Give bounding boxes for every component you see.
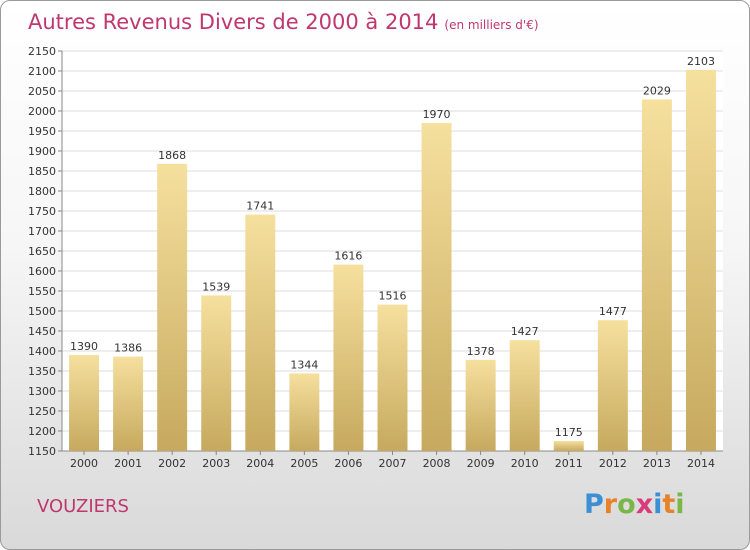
x-tick-label: 2000 [70, 457, 98, 470]
logo-letter: P [584, 489, 604, 520]
bar-2013 [641, 99, 672, 452]
data-label-2003: 1539 [202, 280, 230, 293]
bar-2002 [157, 163, 188, 452]
x-tick-label: 2010 [511, 457, 539, 470]
logo-letter: t [662, 489, 676, 520]
bar-2006 [333, 264, 364, 451]
bar-2004 [245, 214, 276, 451]
x-tick-label: 2002 [158, 457, 186, 470]
bar-2000 [69, 355, 100, 451]
x-tick-label: 2014 [687, 457, 715, 470]
data-label-2013: 2029 [643, 84, 671, 97]
bar-2009 [465, 359, 496, 451]
y-tick-label: 2150 [28, 45, 56, 58]
y-tick-label: 1300 [28, 385, 56, 398]
y-tick-label: 1800 [28, 185, 56, 198]
x-tick-label: 2012 [599, 457, 627, 470]
y-tick-label: 1400 [28, 345, 56, 358]
y-tick-label: 1850 [28, 165, 56, 178]
bar-2003 [201, 295, 232, 451]
x-tick-label: 2013 [643, 457, 671, 470]
bar-2001 [113, 356, 144, 451]
y-tick-label: 1750 [28, 205, 56, 218]
data-label-2006: 1616 [334, 250, 362, 263]
bars [69, 69, 716, 452]
y-tick-label: 1900 [28, 145, 56, 158]
y-tick-label: 1200 [28, 425, 56, 438]
x-tick-label: 2011 [555, 457, 583, 470]
title-text: Autres Revenus Divers de 2000 à 2014 [28, 10, 439, 34]
y-tick-label: 1600 [28, 265, 56, 278]
data-label-2012: 1477 [599, 305, 627, 318]
y-tick-label: 1250 [28, 405, 56, 418]
y-tick-label: 2000 [28, 105, 56, 118]
y-tick-label: 1500 [28, 305, 56, 318]
bar-2005 [289, 373, 320, 451]
y-tick-label: 1450 [28, 325, 56, 338]
proxiti-logo[interactable]: Proxiti [584, 489, 685, 520]
bar-2014 [685, 69, 716, 452]
x-tick-label: 2005 [290, 457, 318, 470]
data-label-2001: 1386 [114, 342, 142, 355]
y-tick-label: 2050 [28, 85, 56, 98]
y-tick-label: 1950 [28, 125, 56, 138]
title-unit: (en milliers d'€) [444, 18, 539, 32]
bar-2008 [421, 123, 452, 451]
data-label-2004: 1741 [246, 200, 274, 213]
y-tick-label: 1700 [28, 225, 56, 238]
bar-2011 [553, 441, 584, 451]
logo-letter: i [675, 489, 685, 520]
logo-letter: o [617, 489, 636, 520]
bar-2007 [377, 304, 408, 451]
data-label-2000: 1390 [70, 340, 98, 353]
logo-letter: i [653, 489, 663, 520]
x-tick-label: 2007 [379, 457, 407, 470]
data-label-2002: 1868 [158, 149, 186, 162]
y-tick-label: 2100 [28, 65, 56, 78]
x-tick-label: 2008 [423, 457, 451, 470]
data-label-2008: 1970 [423, 108, 451, 121]
bar-2012 [597, 320, 628, 451]
y-tick-label: 1150 [28, 445, 56, 458]
data-label-2014: 2103 [687, 55, 715, 68]
x-tick-label: 2009 [467, 457, 495, 470]
logo-letter: r [603, 489, 618, 520]
data-label-2011: 1175 [555, 426, 583, 439]
data-label-2009: 1378 [467, 345, 495, 358]
y-tick-label: 1650 [28, 245, 56, 258]
data-labels: 1390 1386 1868 1539 1741 1344 1616 1516 1970 1378… [70, 55, 715, 439]
y-tick-label: 1350 [28, 365, 56, 378]
x-tick-label: 2006 [334, 457, 362, 470]
x-tick-label: 2001 [114, 457, 142, 470]
x-tick-label: 2004 [246, 457, 274, 470]
x-tick-label: 2003 [202, 457, 230, 470]
data-label-2010: 1427 [511, 325, 539, 338]
logo-letter: x [635, 489, 654, 520]
data-label-2007: 1516 [379, 290, 407, 303]
chart-title: Autres Revenus Divers de 2000 à 2014 (en … [28, 10, 539, 34]
data-label-2005: 1344 [290, 358, 318, 371]
bar-2010 [509, 340, 540, 451]
axes: 1150 1200 1250 1300 1350 1400 1450 1500 1550 1600… [28, 45, 723, 470]
commune-name: VOUZIERS [37, 496, 129, 517]
y-tick-label: 1550 [28, 285, 56, 298]
